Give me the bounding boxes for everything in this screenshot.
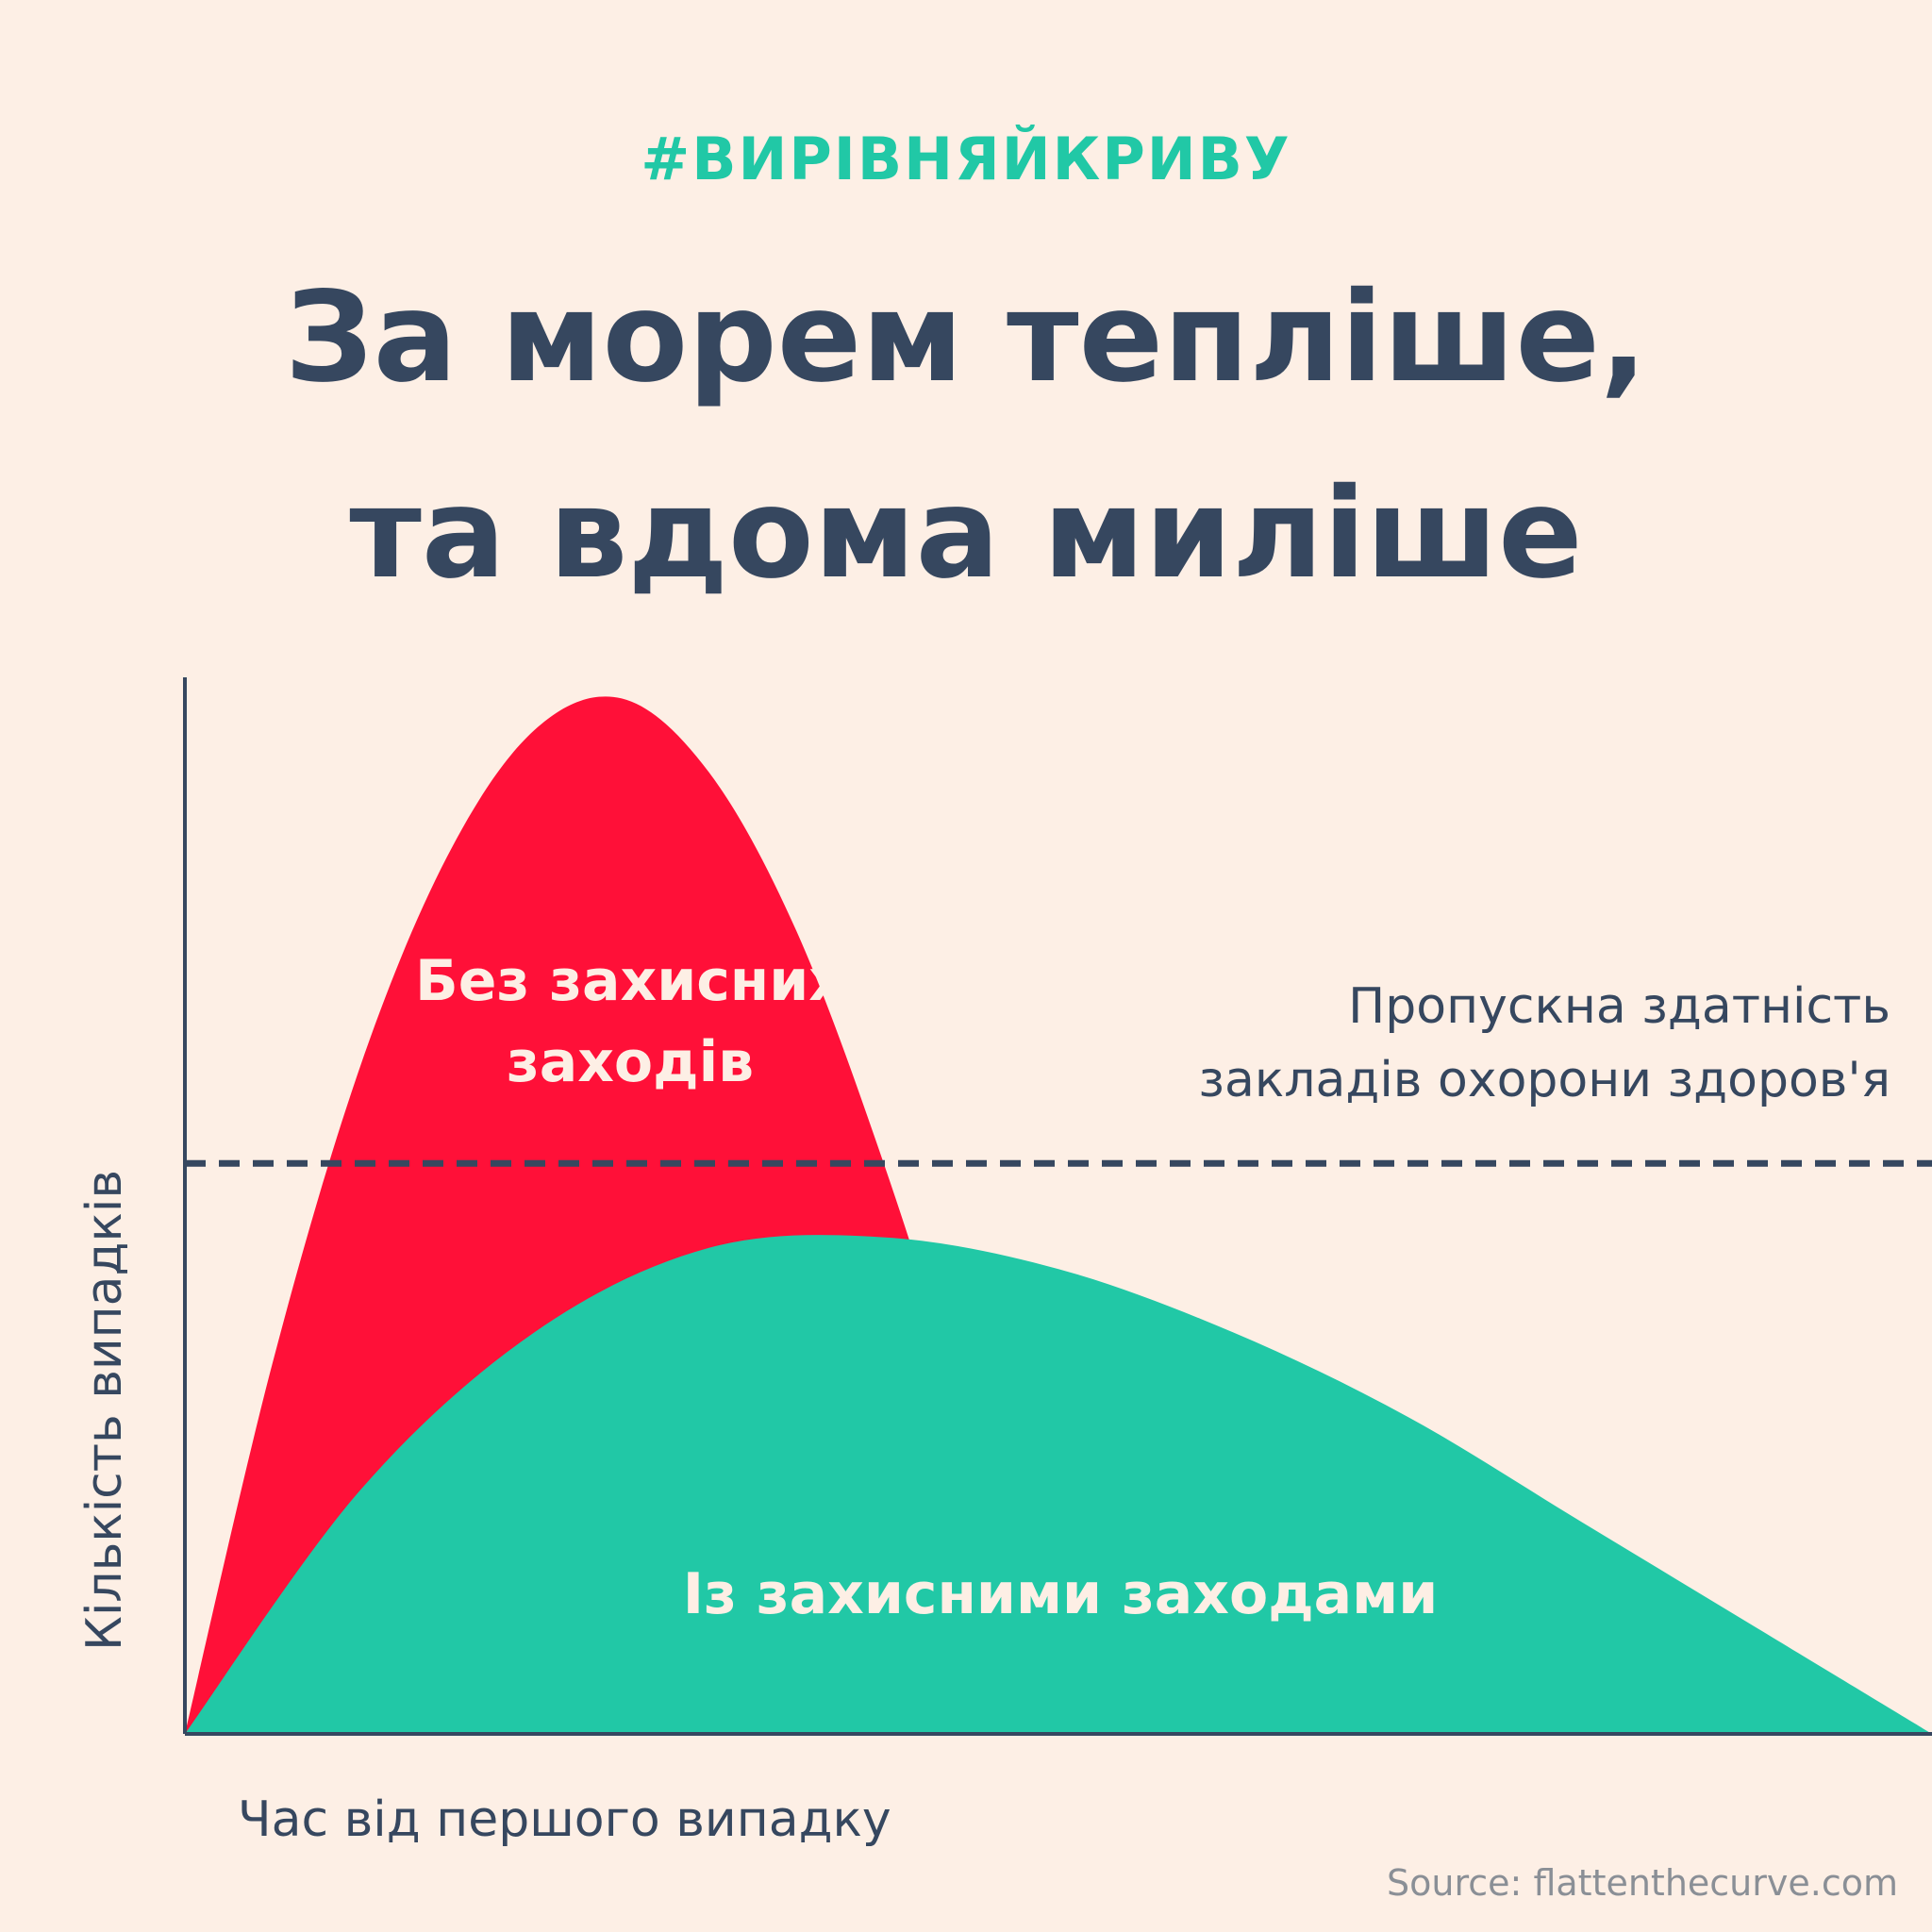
y-axis-label: Кількість випадків xyxy=(76,1170,133,1651)
annotation-without-line-1: Без захисних xyxy=(415,948,845,1014)
capacity-label-line-1: Пропускна здатність xyxy=(1348,978,1890,1035)
headline-line-2: та вдома миліше xyxy=(349,461,1583,607)
source-credit: Source: flattenthecurve.com xyxy=(1387,1862,1898,1904)
annotation-without-line-2: заходів xyxy=(507,1029,754,1095)
x-axis-label: Час від першого випадку xyxy=(238,1791,891,1848)
headline-line-1: За морем тепліше, xyxy=(284,265,1648,410)
area-with-measures xyxy=(185,1235,1932,1734)
hashtag: #ВИРІВНЯЙКРИВУ xyxy=(641,125,1291,193)
capacity-label-line-2: закладів охорони здоров'я xyxy=(1198,1052,1890,1108)
annotation-with: Із захисними заходами xyxy=(683,1561,1439,1627)
